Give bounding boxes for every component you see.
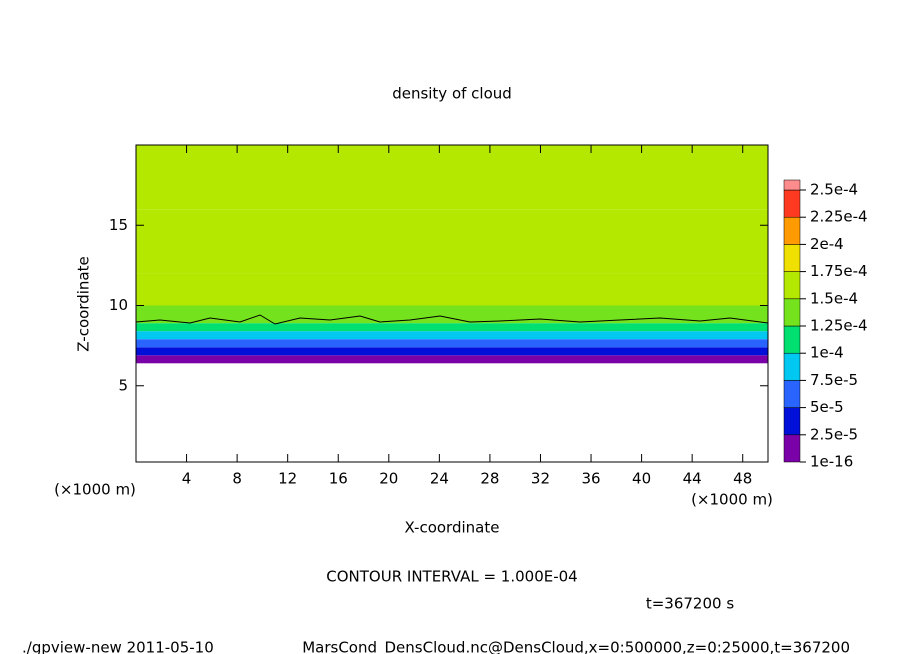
field-band (136, 145, 768, 210)
y-tick-label: 15 (109, 216, 128, 234)
colorbar-label: 2.5e-4 (810, 181, 858, 199)
colorbar-box (783, 189, 801, 218)
colorbar-label: 2.25e-4 (810, 208, 868, 226)
x-tick-label: 36 (581, 470, 600, 488)
x-tick-label: 4 (182, 470, 192, 488)
y-unit: (×1000 m) (54, 481, 136, 499)
colorbar-label: 1e-16 (810, 453, 853, 471)
colorbar-label: 1.75e-4 (810, 262, 868, 280)
x-axis-title: X-coordinate (405, 519, 500, 537)
x-tick-label: 32 (531, 470, 550, 488)
colorbar-box (783, 298, 801, 327)
y-tick-label: 10 (109, 296, 128, 314)
colorbar-box (783, 179, 801, 191)
x-tick-label: 12 (278, 470, 297, 488)
colorbar-label: 7.5e-5 (810, 371, 858, 389)
y-axis-title: Z-coordinate (75, 256, 93, 351)
x-tick-label: 24 (430, 470, 449, 488)
chart-title: density of cloud (392, 85, 512, 103)
colorbar-box (783, 352, 801, 381)
field-band (136, 331, 768, 340)
x-tick-label: 20 (379, 470, 398, 488)
x-tick-label: 44 (683, 470, 702, 488)
field-band (136, 273, 768, 306)
x-tick-label: 16 (329, 470, 348, 488)
contour-line (135, 314, 769, 325)
colorbar-box (783, 244, 801, 272)
x-unit: (×1000 m) (691, 491, 773, 509)
x-tick-label: 28 (480, 470, 499, 488)
colorbar-box (783, 434, 801, 463)
field-band (136, 339, 768, 348)
field-band (136, 347, 768, 356)
colorbar-box (783, 216, 801, 245)
y-tick-label: 5 (118, 376, 128, 394)
colorbar-box (783, 407, 801, 436)
colorbar-box (783, 271, 801, 300)
field-band (136, 305, 768, 324)
x-tick-label: 40 (632, 470, 651, 488)
footer-left: ./gpview-new 2011-05-10 (22, 639, 214, 654)
x-tick-label: 8 (232, 470, 242, 488)
colorbar-label: 1.25e-4 (810, 317, 868, 335)
colorbar-label: 5e-5 (810, 398, 844, 416)
field-band (136, 323, 768, 332)
field-band (136, 355, 768, 364)
colorbar-label: 1.5e-4 (810, 289, 858, 307)
contour-interval: CONTOUR INTERVAL = 1.000E-04 (326, 568, 577, 586)
colorbar-box (783, 380, 801, 408)
colorbar-label: 1e-4 (810, 344, 844, 362)
time-label: t=367200 s (646, 595, 734, 613)
colorbar-box (783, 325, 801, 354)
footer-right: MarsCond_DensCloud.nc@DensCloud,x=0:5000… (302, 639, 850, 654)
colorbar-label: 2.5e-5 (810, 425, 858, 443)
field-band (136, 209, 768, 274)
plot-frame (135, 144, 769, 463)
colorbar-label: 2e-4 (810, 235, 844, 253)
x-tick-label: 48 (733, 470, 752, 488)
